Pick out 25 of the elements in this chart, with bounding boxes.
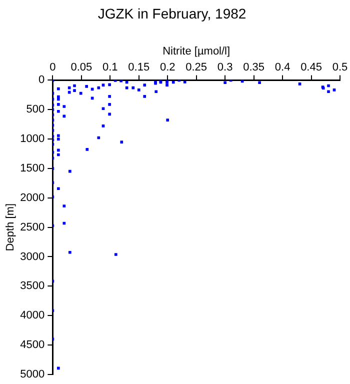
y-tick-label: 2000	[20, 192, 45, 204]
x-tick-label: 0.5	[332, 62, 348, 74]
x-tick-label: 0.35	[243, 62, 265, 74]
y-tick-label: 3500	[20, 280, 45, 292]
y-axis-title: Depth [m]	[4, 203, 17, 252]
x-tick-label: 0.25	[186, 62, 208, 74]
x-tick-label: 0.2	[160, 62, 176, 74]
y-tick-label: 2500	[20, 221, 45, 234]
y-tick-label: 1000	[20, 133, 45, 146]
y-tick-label: 5000	[20, 368, 45, 380]
chart-title: JGZK in February, 1982	[98, 5, 246, 22]
y-tick-label: 3000	[20, 250, 45, 263]
y-tick-label: 500	[26, 104, 45, 116]
y-tick-label: 4500	[20, 339, 45, 352]
x-tick-label: 0	[50, 62, 56, 74]
x-tick-label: 0.3	[217, 62, 233, 74]
x-tick-label: 0.05	[70, 62, 92, 74]
y-tick-label: 4000	[20, 310, 45, 322]
x-tick-label: 0.45	[300, 62, 322, 74]
x-tick-label: 0.1	[102, 62, 118, 74]
x-tick-label: 0.4	[274, 62, 290, 74]
x-axis-title: Nitrite [µmol/l]	[162, 45, 230, 58]
x-tick-label: 0.15	[128, 62, 150, 74]
y-tick-label: 1500	[20, 162, 45, 174]
y-tick-label: 0	[38, 74, 45, 86]
